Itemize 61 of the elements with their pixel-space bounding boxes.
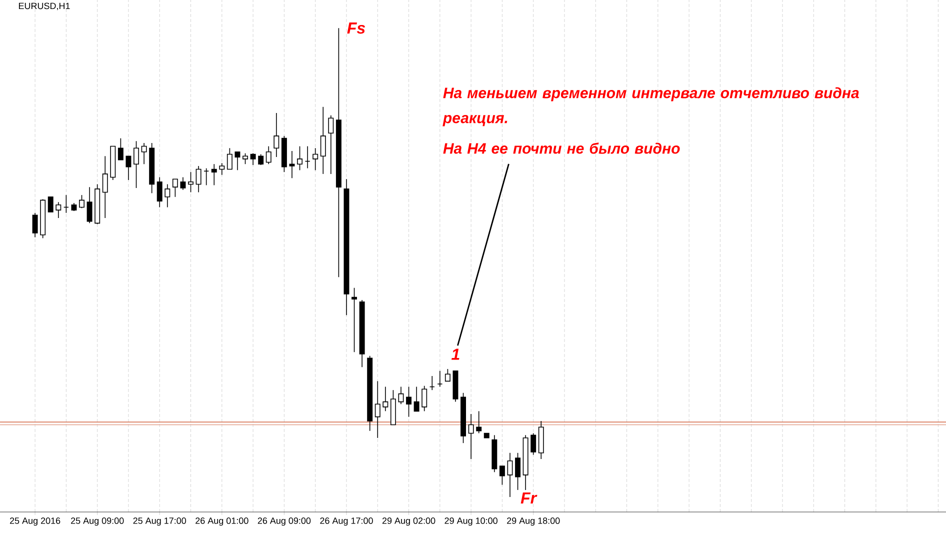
candlestick — [204, 168, 210, 186]
candlestick — [382, 386, 388, 412]
x-tick-label: 29 Aug 02:00 — [382, 518, 436, 526]
candlestick — [164, 184, 170, 208]
candlestick — [258, 154, 264, 166]
candlestick — [328, 114, 334, 174]
x-tick-label: 29 Aug 10:00 — [444, 518, 498, 526]
candlestick — [172, 178, 178, 198]
x-tick-label: 26 Aug 01:00 — [196, 518, 248, 526]
annotation: На меньшем временном интервале отчетливо видна реакция. — [442, 87, 859, 126]
candlestick — [180, 176, 186, 190]
x-tick-label: 29 Aug 18:00 — [507, 518, 560, 526]
candlestick — [468, 414, 474, 460]
candlestick — [156, 176, 162, 208]
x-tick-label: 25 Aug 17:00 — [133, 518, 186, 526]
candlestick — [414, 386, 420, 412]
candlestick — [242, 152, 248, 164]
candlestick — [86, 186, 92, 224]
x-tick-label: 25 Aug 09:00 — [71, 518, 124, 526]
candlestick — [102, 156, 108, 218]
candlestick — [515, 452, 521, 490]
candlestick — [507, 452, 513, 498]
annotation: Fr — [520, 492, 538, 504]
annotation: 1 — [451, 348, 460, 360]
candlestick — [250, 152, 256, 166]
candlestick — [211, 164, 217, 186]
candlestick — [437, 370, 443, 388]
x-tick-label: 25 Aug 2016 — [10, 518, 60, 526]
candlestick — [297, 146, 303, 171]
candlestick — [274, 112, 280, 158]
candlestick — [266, 146, 272, 164]
candlestick — [32, 212, 38, 238]
candlestick — [56, 202, 62, 218]
candlestick — [188, 172, 194, 193]
x-tick-label: 26 Aug 09:00 — [258, 518, 311, 526]
candlestick — [406, 386, 412, 418]
candlestick — [141, 142, 147, 164]
annotation: На H4 ее почти не было видно — [443, 142, 680, 154]
candlestick — [312, 148, 318, 171]
candlestick — [530, 432, 536, 456]
candlestick — [476, 410, 482, 434]
candlestick — [234, 152, 240, 171]
candlestick — [79, 194, 84, 209]
candlestick — [352, 287, 357, 353]
chart-title: EURUSD,H1 — [18, 2, 70, 10]
candlestick — [48, 196, 54, 212]
candlestick — [289, 150, 295, 179]
candlestick — [126, 156, 132, 180]
candlestick — [499, 466, 505, 486]
x-tick-label: 26 Aug 17:00 — [320, 518, 373, 526]
candlestick — [118, 138, 124, 160]
candlestick — [422, 385, 428, 412]
candlestick — [374, 380, 380, 438]
candlestick — [196, 166, 202, 193]
annotation: Fs — [347, 22, 366, 34]
candlestick — [219, 162, 225, 176]
candlestick — [444, 368, 450, 382]
candlestick — [134, 140, 139, 188]
candlestick — [398, 386, 404, 405]
candlestick — [320, 106, 326, 174]
candlestick — [226, 148, 232, 170]
